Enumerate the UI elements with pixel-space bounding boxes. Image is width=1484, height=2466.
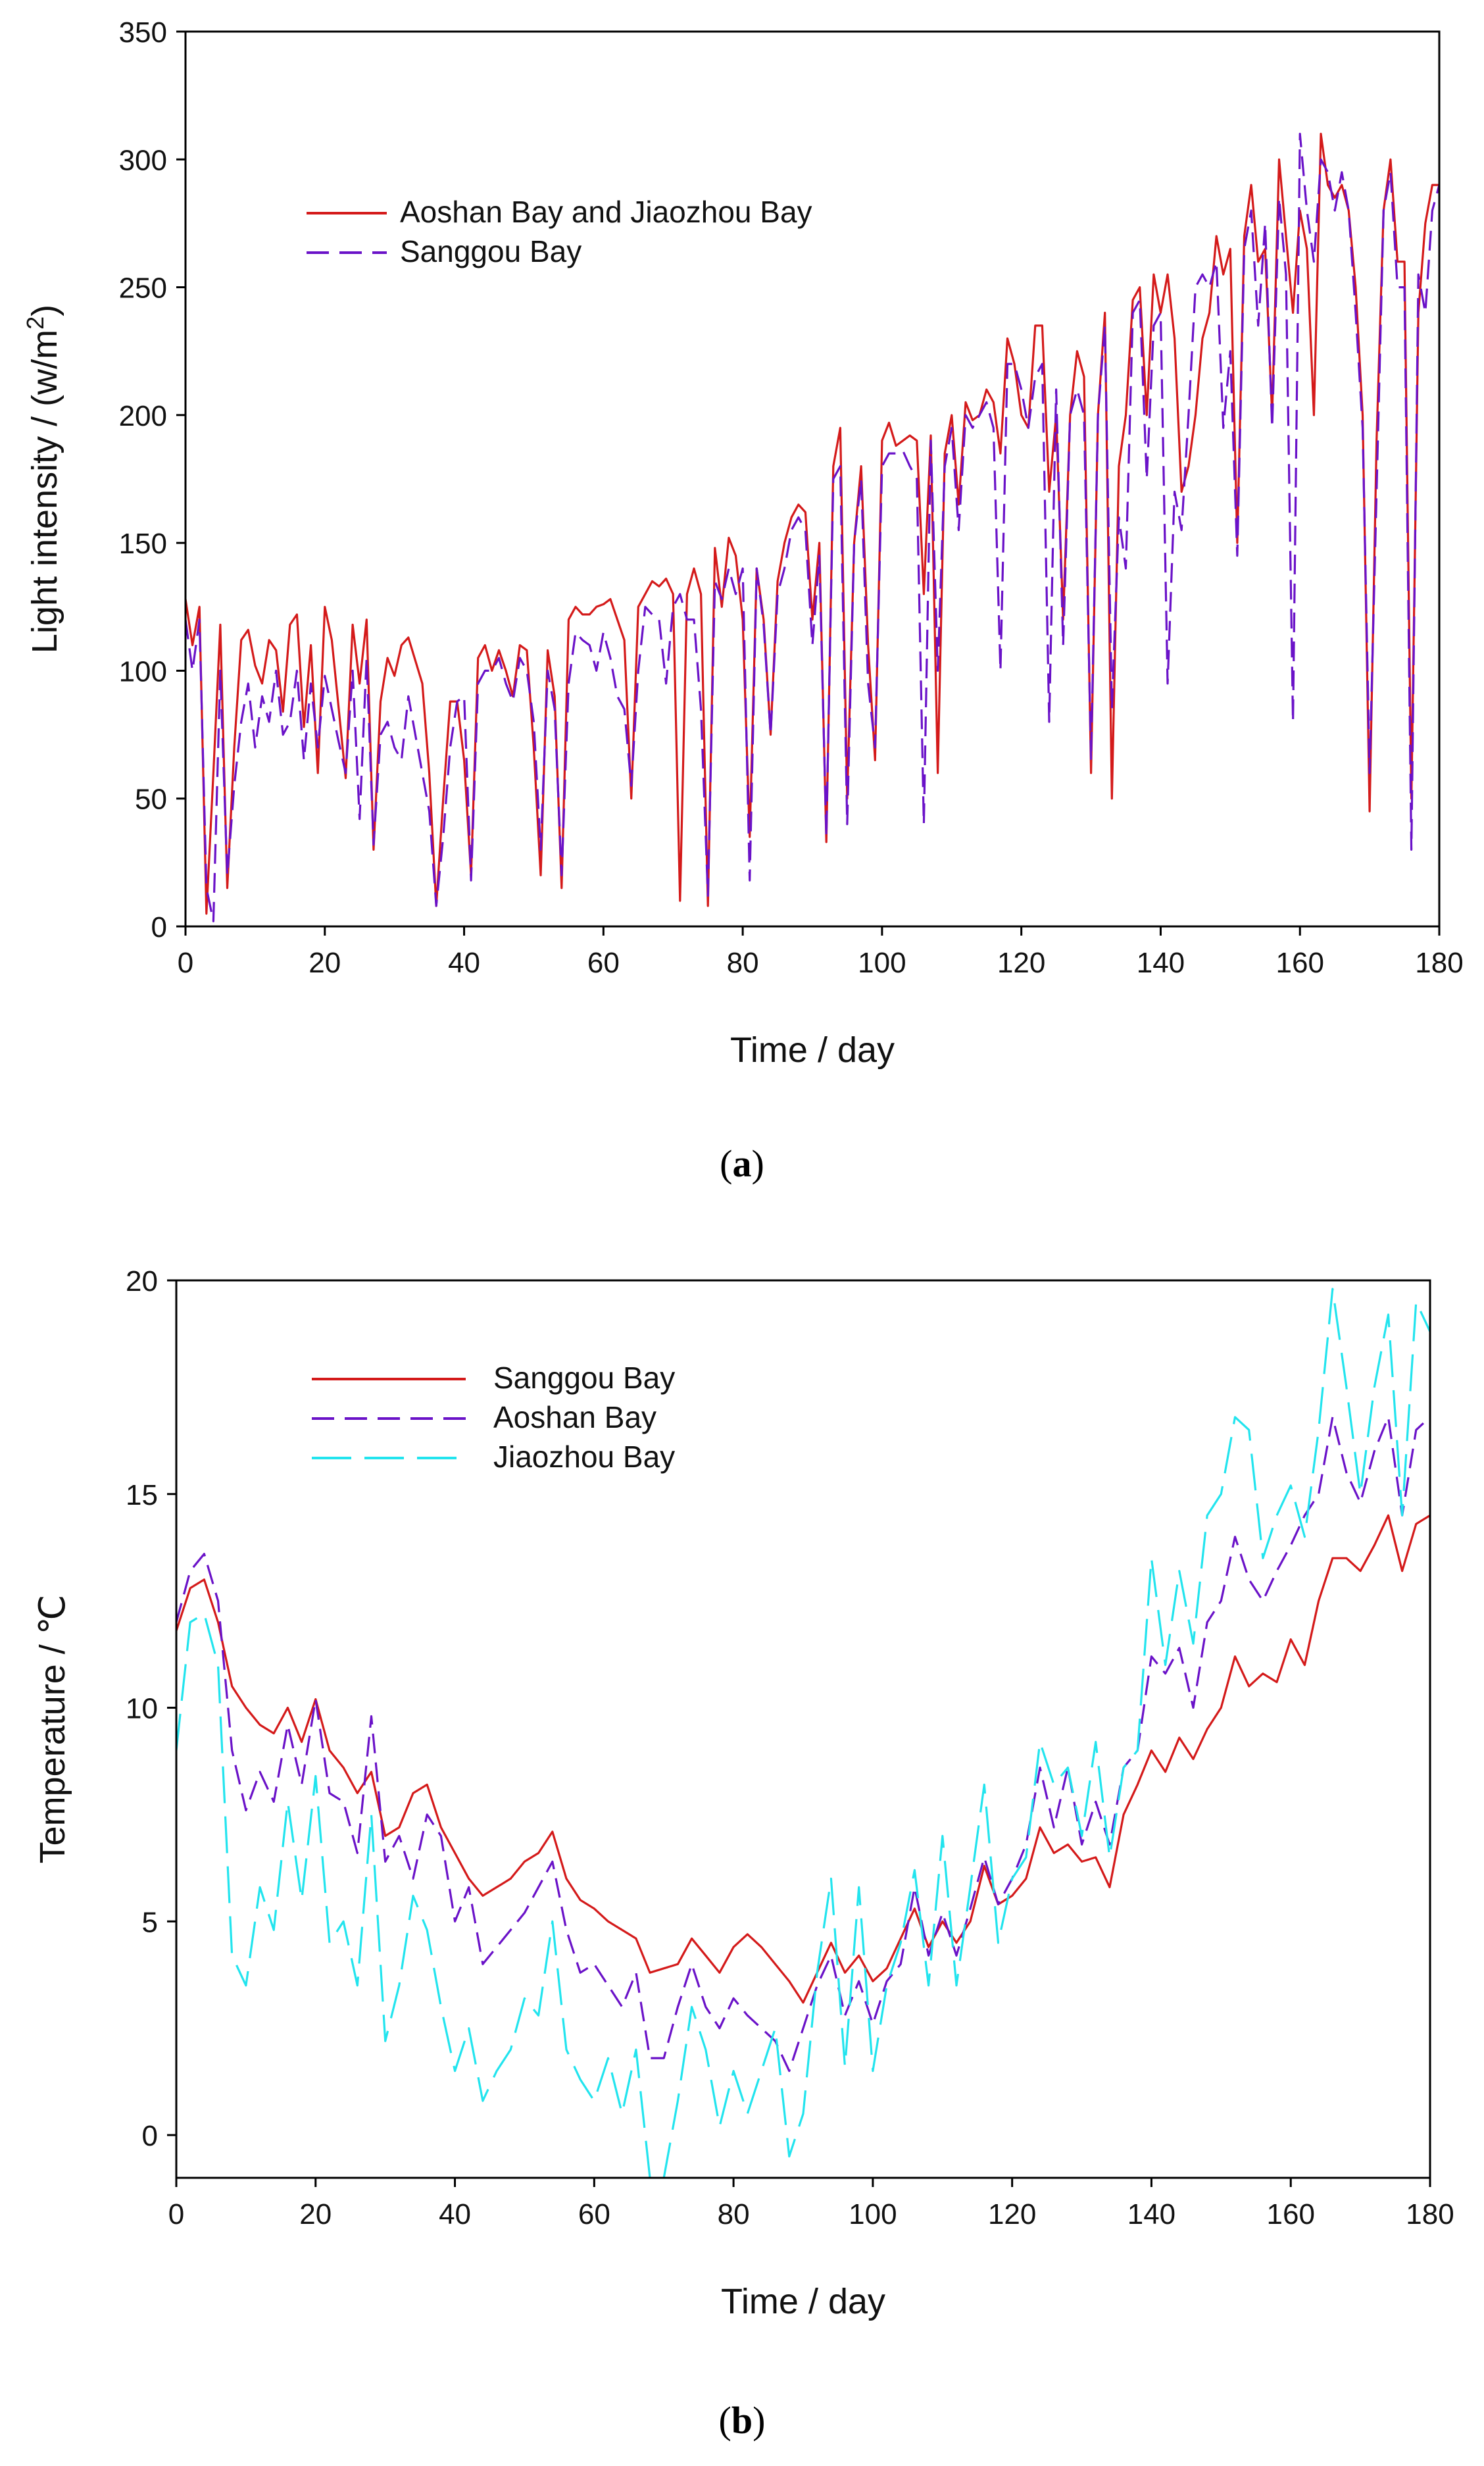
y-axis-title-close: ): [25, 305, 64, 316]
series-line-2: [176, 1416, 1430, 2073]
legend-label-series-2: Sanggou Bay: [400, 234, 581, 268]
x-tick-label: 180: [1406, 2198, 1454, 2230]
y-axis-title-text: Light intensity / (w/m: [25, 330, 64, 653]
x-tick-label: 140: [1127, 2198, 1175, 2230]
legend: Aoshan Bay and Jiaozhou Bay Sanggou Bay: [307, 195, 812, 268]
panel-label-a: (a): [720, 1142, 764, 1185]
y-tick-label: 15: [126, 1479, 158, 1511]
panel-label-b-letter: b: [731, 2399, 753, 2442]
x-tick-label: 120: [997, 947, 1045, 979]
plot-frame: [184, 30, 1441, 928]
y-tick-label: 150: [119, 528, 167, 560]
x-tick-label: 80: [727, 947, 759, 979]
x-tick-label: 160: [1276, 947, 1324, 979]
series-line-2: [186, 132, 1439, 922]
y-tick-label: 10: [126, 1693, 158, 1725]
x-tick-label: 0: [178, 947, 193, 979]
x-tick-label: 100: [849, 2198, 897, 2230]
x-tick-label: 60: [587, 947, 620, 979]
series-line-3: [176, 1288, 1430, 2178]
x-tick-label: 20: [299, 2198, 332, 2230]
x-tick-label: 120: [988, 2198, 1036, 2230]
y-axis-title-superscript: 2: [22, 316, 49, 330]
x-tick-label: 40: [439, 2198, 471, 2230]
x-axis-title: Time / day: [721, 2282, 885, 2321]
chart-light-intensity: 0 20 40 60 80 100 120 140 160 180 0 50 100 150 200 250 3…: [22, 16, 1464, 1185]
y-tick-label: 0: [142, 2120, 158, 2152]
legend-label-series-3: Jiaozhou Bay: [493, 1440, 675, 1474]
x-tick-label: 80: [718, 2198, 750, 2230]
legend-label-series-1: Sanggou Bay: [493, 1361, 675, 1395]
x-tick-label: 160: [1267, 2198, 1315, 2230]
y-axis-title: Light intensity / (w/m2): [22, 305, 64, 653]
x-tick-label: 0: [168, 2198, 184, 2230]
series-line-1: [176, 1514, 1430, 2004]
x-axis-title: Time / day: [730, 1030, 895, 1070]
x-tick-label: 180: [1415, 947, 1463, 979]
series-line-1: [186, 132, 1439, 915]
panel-label-a-letter: a: [733, 1142, 752, 1185]
y-tick-label: 20: [126, 1265, 158, 1297]
y-tick-label: 350: [119, 16, 167, 49]
legend-label-series-1: Aoshan Bay and Jiaozhou Bay: [400, 195, 812, 229]
legend-label-series-2: Aoshan Bay: [493, 1400, 656, 1434]
x-tick-label: 100: [858, 947, 906, 979]
y-tick-label: 200: [119, 400, 167, 432]
x-tick-label: 140: [1137, 947, 1185, 979]
y-tick-label: 100: [119, 655, 167, 688]
plot-frame: [175, 1279, 1431, 2179]
y-tick-label: 250: [119, 272, 167, 305]
y-tick-label: 300: [119, 144, 167, 176]
y-tick-label: 50: [135, 784, 167, 816]
panel-label-b: (b): [719, 2399, 766, 2442]
x-tick-label: 60: [578, 2198, 610, 2230]
legend: Sanggou Bay Aoshan Bay Jiaozhou Bay: [312, 1361, 675, 1474]
x-tick-label: 40: [448, 947, 480, 979]
chart-temperature: 0 20 40 60 80 100 120 140 160 180 0 5 10 15 20 Sanggou…: [33, 1265, 1454, 2442]
y-axis-title: Temperature / ℃: [33, 1595, 72, 1864]
y-tick-label: 5: [142, 1906, 158, 1938]
y-tick-label: 0: [151, 911, 167, 944]
x-tick-label: 20: [309, 947, 341, 979]
